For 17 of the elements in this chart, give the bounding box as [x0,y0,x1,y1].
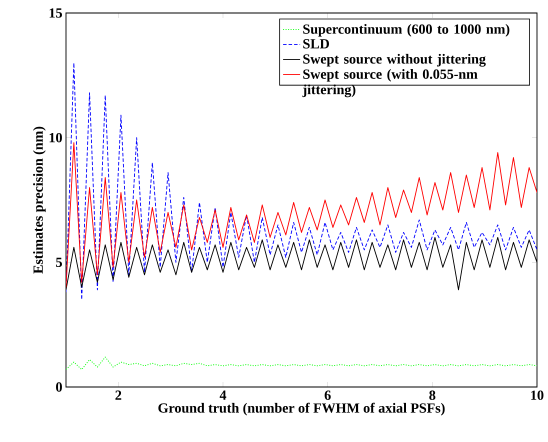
legend-label: Supercontinuum (600 to 1000 nm) [303,24,510,37]
line-series [66,356,537,370]
y-axis-title: Estimates precision (nm) [33,126,46,274]
line-series [66,142,537,288]
legend-label: SLD [303,39,329,49]
x-tick-label: 6 [324,390,331,400]
y-tick-label: 0 [56,382,62,392]
x-tick-label: 10 [531,390,544,400]
y-tick-label: 5 [56,258,62,267]
x-tick-label: 2 [115,390,122,400]
x-axis-title: Ground truth (number of FWHM of axial PSFs) [158,402,445,416]
y-tick-label: 10 [50,132,62,142]
x-tick-label: 4 [220,390,226,400]
y-tick-label: 15 [50,8,62,18]
legend-label: Swept source (with 0.055-nm jittering) [302,69,478,98]
x-tick-label: 8 [429,390,436,400]
legend-label: Swept source without jittering [303,54,486,67]
